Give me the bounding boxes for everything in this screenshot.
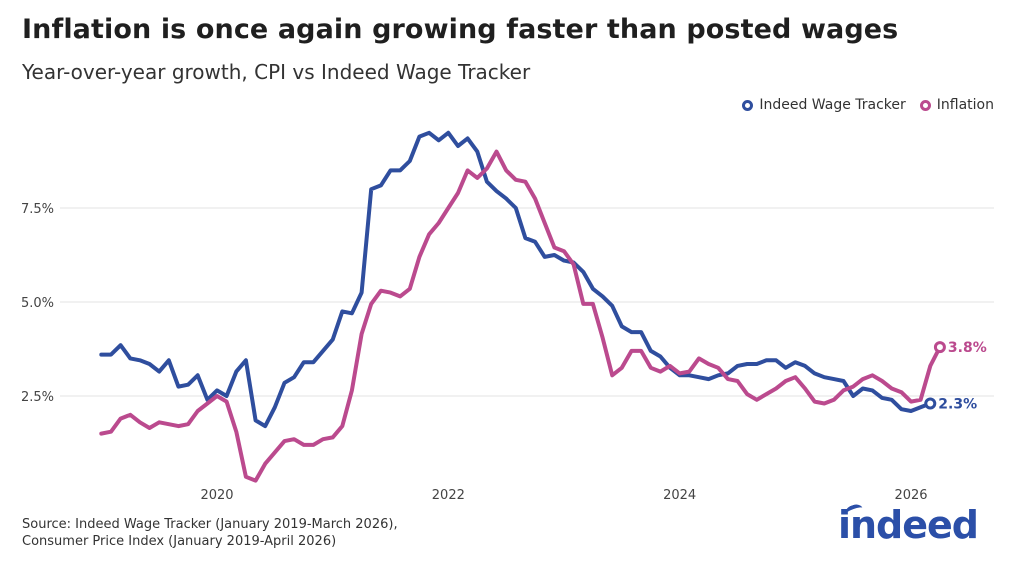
series-endpoint-marker bbox=[924, 397, 937, 410]
legend-item-wage: Indeed Wage Tracker bbox=[736, 97, 906, 113]
source-line-2: Consumer Price Index (January 2019-April… bbox=[22, 534, 337, 549]
series-line-wage-tracker bbox=[99, 130, 933, 429]
source-note: Source: Indeed Wage Tracker (January 201… bbox=[22, 516, 398, 550]
series-endpoint-marker bbox=[933, 341, 946, 354]
series-lines bbox=[99, 130, 942, 483]
x-tick-label: 2022 bbox=[432, 488, 465, 503]
y-tick-label: 7.5% bbox=[21, 202, 54, 217]
series-line-inflation bbox=[99, 149, 942, 483]
series-end-label: 3.8% bbox=[948, 340, 987, 356]
x-axis-ticks: 2020 2022 2024 2026 bbox=[200, 488, 927, 503]
series-endpoints: 2.3% 3.8% bbox=[924, 340, 987, 413]
grid-lines bbox=[60, 207, 994, 397]
x-tick-label: 2026 bbox=[894, 488, 927, 503]
series-end-label: 2.3% bbox=[938, 397, 977, 413]
legend-label-wage: Indeed Wage Tracker bbox=[759, 97, 906, 113]
legend: Indeed Wage Tracker Inflation bbox=[728, 97, 994, 113]
indeed-logo: indeed bbox=[837, 502, 979, 547]
y-tick-label: 5.0% bbox=[21, 296, 54, 311]
y-tick-label: 2.5% bbox=[21, 390, 54, 405]
source-line-1: Source: Indeed Wage Tracker (January 201… bbox=[22, 517, 398, 532]
x-tick-label: 2024 bbox=[663, 488, 696, 503]
legend-item-inflation: Inflation bbox=[913, 97, 994, 113]
legend-marker-inflation bbox=[913, 99, 939, 111]
x-tick-label: 2020 bbox=[200, 488, 233, 503]
y-axis-ticks: 2.5% 5.0% 7.5% bbox=[21, 202, 54, 405]
chart-subtitle: Year-over-year growth, CPI vs Indeed Wag… bbox=[22, 60, 531, 84]
legend-label-inflation: Inflation bbox=[936, 97, 994, 113]
legend-marker-wage bbox=[736, 99, 762, 111]
logo-text: indeed bbox=[837, 503, 979, 547]
chart-title: Inflation is once again growing faster t… bbox=[22, 14, 899, 45]
